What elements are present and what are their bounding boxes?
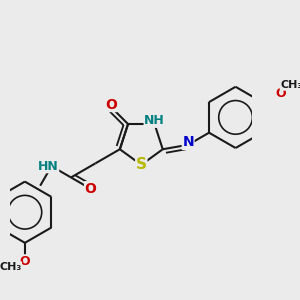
- Text: O: O: [85, 182, 97, 196]
- Text: HN: HN: [38, 160, 58, 173]
- Text: CH₃: CH₃: [0, 262, 22, 272]
- Text: O: O: [105, 98, 117, 112]
- Text: S: S: [136, 157, 147, 172]
- Text: N: N: [182, 135, 194, 149]
- Text: CH₃: CH₃: [280, 80, 300, 90]
- Text: NH: NH: [144, 114, 165, 127]
- Text: O: O: [20, 255, 30, 268]
- Text: O: O: [275, 87, 286, 100]
